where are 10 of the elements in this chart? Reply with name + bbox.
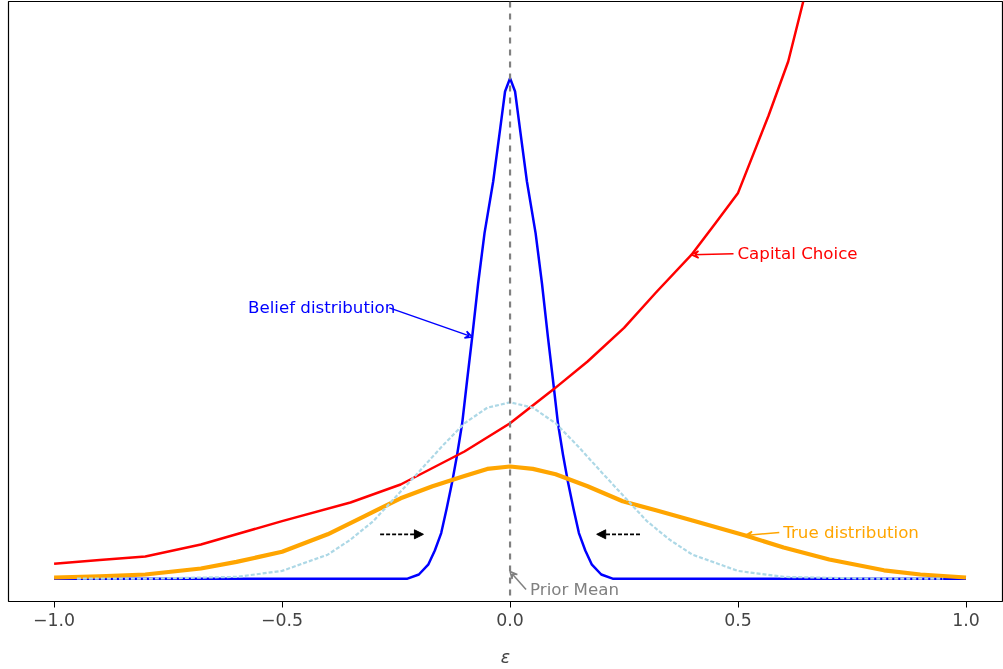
x-tick-label: −0.5 bbox=[261, 609, 304, 630]
x-tick-label: 0.0 bbox=[496, 609, 524, 630]
annotation: Prior Mean bbox=[530, 580, 619, 600]
annotation: Belief distribution bbox=[248, 298, 396, 318]
x-tick-label: −1.0 bbox=[33, 609, 76, 630]
x-axis-title: ε bbox=[500, 646, 511, 667]
annotation: True distribution bbox=[782, 522, 919, 542]
x-tick-label: 0.5 bbox=[724, 609, 752, 630]
annotation: Capital Choice bbox=[737, 244, 858, 264]
x-tick-label: 1.0 bbox=[952, 609, 980, 630]
